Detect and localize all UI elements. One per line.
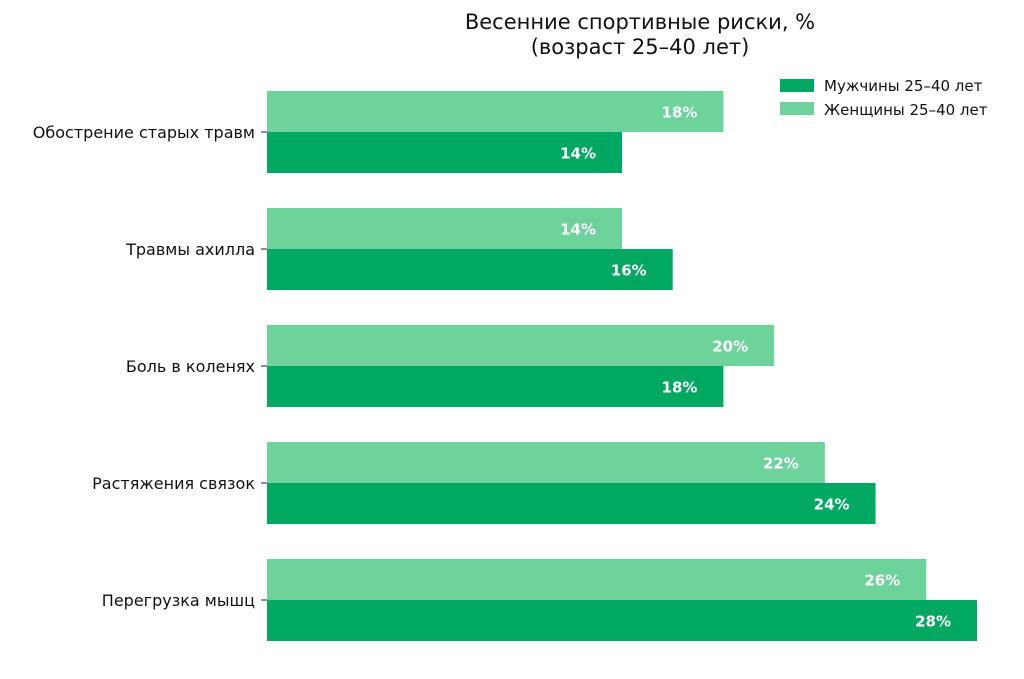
category-label-cat-2: Боль в коленях [126, 357, 255, 376]
bar-men-cat-3 [267, 483, 876, 524]
bar-men-cat-0 [267, 132, 622, 173]
category-label-cat-4: Перегрузка мышц [102, 591, 255, 610]
value-label-men-cat-1: 16% [611, 262, 647, 280]
bar-women-cat-0 [267, 91, 724, 132]
value-label-men-cat-0: 14% [560, 145, 596, 163]
bar-women-cat-2 [267, 325, 775, 366]
category-label-cat-3: Растяжения связок [92, 474, 255, 493]
bar-women-cat-1 [267, 208, 622, 249]
value-label-women-cat-4: 26% [864, 572, 900, 590]
legend-swatch-men [780, 79, 814, 92]
value-label-women-cat-0: 18% [662, 104, 698, 122]
value-label-men-cat-4: 28% [915, 613, 951, 631]
chart-subtitle: (возраст 25–40 лет) [531, 35, 750, 59]
legend-label-women: Женщины 25–40 лет [824, 101, 988, 119]
value-label-women-cat-3: 22% [763, 455, 799, 473]
bar-men-cat-2 [267, 366, 724, 407]
legend-swatch-women [780, 102, 814, 115]
value-label-men-cat-3: 24% [814, 496, 850, 514]
chart-title: Весенние спортивные риски, % [465, 10, 815, 34]
value-label-women-cat-1: 14% [560, 221, 596, 239]
value-label-women-cat-2: 20% [712, 338, 748, 356]
bar-women-cat-3 [267, 442, 825, 483]
category-label-cat-1: Травмы ахилла [125, 240, 255, 259]
bar-men-cat-1 [267, 249, 673, 290]
bar-men-cat-4 [267, 600, 977, 641]
value-label-men-cat-2: 18% [662, 379, 698, 397]
bars-group: Обострение старых травм 18% 14% Травмы ахил… [33, 91, 977, 641]
legend: Мужчины 25–40 лет Женщины 25–40 лет [780, 77, 988, 119]
category-label-cat-0: Обострение старых травм [33, 123, 255, 142]
bar-women-cat-4 [267, 559, 927, 600]
legend-label-men: Мужчины 25–40 лет [824, 77, 983, 95]
